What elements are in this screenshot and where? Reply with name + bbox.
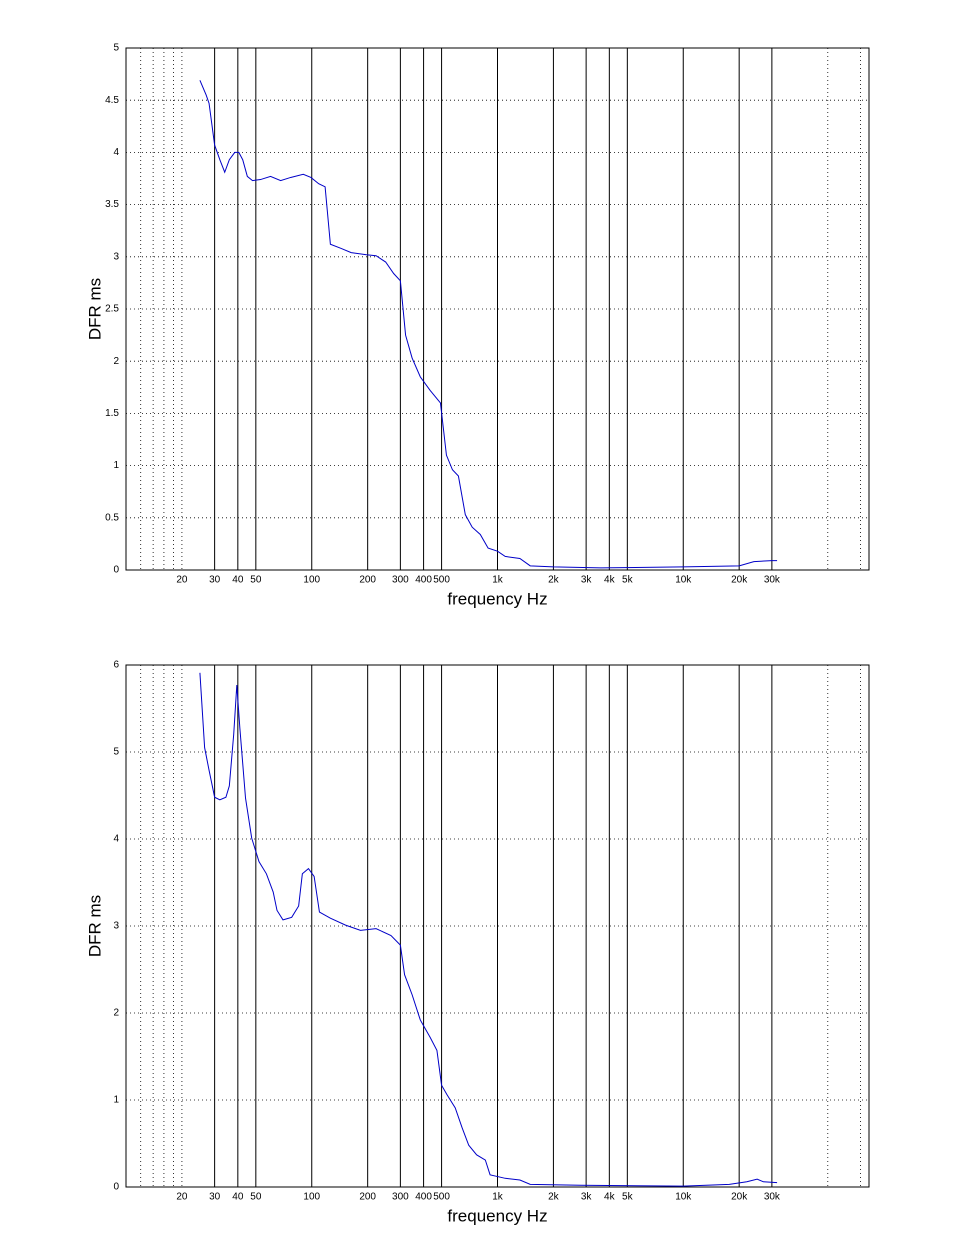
x-tick-label: 100 (303, 1192, 320, 1203)
x-tick-label: 400 (415, 575, 432, 586)
x-tick-label: 40 (232, 575, 244, 586)
x-tick-label: 500 (433, 575, 450, 586)
y-tick-label: 2 (113, 356, 119, 367)
y-tick-label: 1.5 (105, 408, 119, 419)
x-tick-label: 30 (209, 1192, 221, 1203)
x-tick-label: 20k (731, 575, 748, 586)
x-tick-label: 4k (604, 1192, 616, 1203)
x-tick-label: 10k (675, 575, 692, 586)
x-tick-label: 2k (548, 1192, 560, 1203)
y-tick-label: 2 (113, 1008, 119, 1019)
y-tick-label: 0 (113, 565, 119, 576)
x-tick-label: 5k (622, 1192, 634, 1203)
x-tick-label: 2k (548, 575, 560, 586)
y-tick-label: 3 (113, 921, 119, 932)
x-tick-label: 500 (433, 1192, 450, 1203)
x-tick-label: 20 (176, 1192, 188, 1203)
y-tick-label: 3 (113, 251, 119, 262)
y-tick-label: 4.5 (105, 95, 119, 106)
y-tick-label: 2.5 (105, 304, 119, 315)
x-tick-label: 400 (415, 1192, 432, 1203)
x-tick-label: 10k (675, 1192, 692, 1203)
x-tick-label: 50 (250, 1192, 262, 1203)
x-tick-label: 5k (622, 575, 634, 586)
x-tick-label: 30k (764, 575, 781, 586)
x-tick-label: 200 (359, 575, 376, 586)
plot-frame (125, 47, 870, 571)
y-tick-label: 1 (113, 460, 119, 471)
data-line (199, 80, 778, 569)
y-tick-label: 4 (113, 147, 119, 158)
x-tick-label: 50 (250, 575, 262, 586)
x-axis-title: frequency Hz (447, 1206, 547, 1225)
x-tick-label: 20k (731, 1192, 748, 1203)
data-line (199, 672, 778, 1187)
x-axis-title: frequency Hz (447, 589, 547, 608)
x-tick-label: 300 (392, 1192, 409, 1203)
y-axis-title: DFR ms (85, 278, 104, 340)
y-axis-title: DFR ms (85, 895, 104, 957)
y-tick-label: 1 (113, 1095, 119, 1106)
x-tick-label: 30 (209, 575, 221, 586)
x-tick-label: 100 (303, 575, 320, 586)
plot-frame (125, 664, 870, 1188)
y-tick-label: 0 (113, 1182, 119, 1193)
y-tick-label: 0.5 (105, 512, 119, 523)
y-tick-label: 4 (113, 834, 119, 845)
x-tick-label: 200 (359, 1192, 376, 1203)
y-tick-label: 5 (113, 747, 119, 758)
x-tick-label: 300 (392, 575, 409, 586)
x-tick-label: 40 (232, 1192, 244, 1203)
x-tick-label: 20 (176, 575, 188, 586)
x-tick-label: 3k (581, 1192, 593, 1203)
x-tick-label: 1k (492, 1192, 504, 1203)
x-tick-label: 30k (764, 1192, 781, 1203)
y-tick-label: 6 (113, 660, 119, 671)
x-tick-label: 3k (581, 575, 593, 586)
x-tick-label: 4k (604, 575, 616, 586)
x-tick-label: 1k (492, 575, 504, 586)
y-tick-label: 5 (113, 43, 119, 54)
y-tick-label: 3.5 (105, 199, 119, 210)
